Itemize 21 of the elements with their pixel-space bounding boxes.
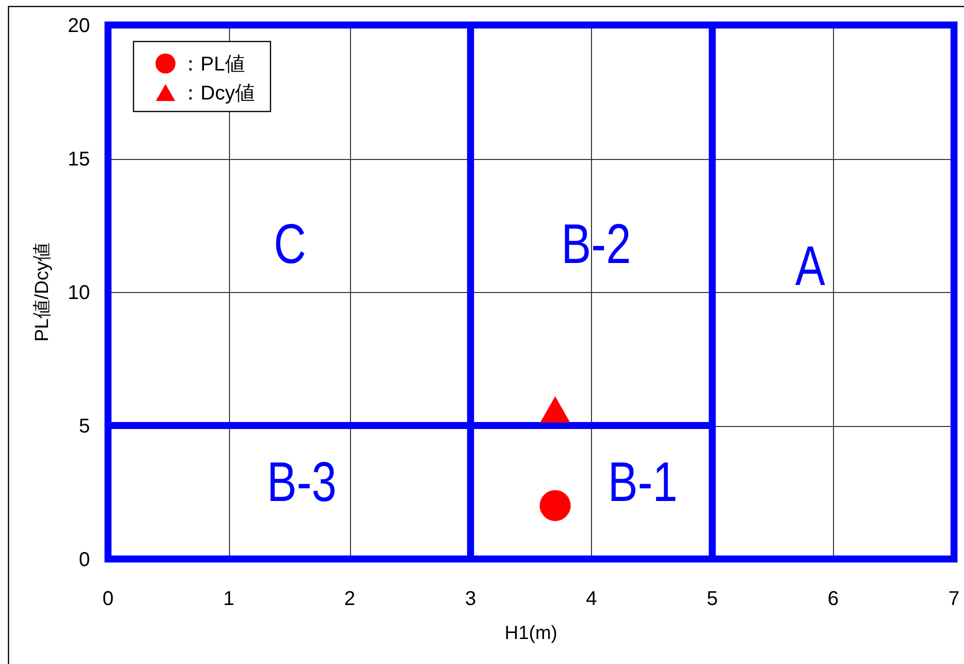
y-tick-label: 5 — [78, 416, 90, 438]
x-axis-title: H1(m) — [504, 623, 558, 644]
y-tick-label: 10 — [68, 282, 90, 304]
annotation: B-1 — [608, 450, 678, 514]
y-tick-label: 20 — [68, 15, 90, 37]
x-tick-label: 5 — [706, 588, 718, 610]
legend-label: ：Dcy値 — [180, 82, 255, 104]
x-tick-label: 7 — [948, 588, 960, 610]
x-tick-label: 2 — [344, 588, 356, 610]
x-tick-label: 4 — [586, 588, 597, 610]
y-tick-label: 0 — [78, 549, 90, 571]
annotation: C — [274, 212, 306, 276]
x-tick-label: 1 — [223, 588, 234, 610]
y-axis-title: PL値/Dcy値 — [32, 242, 53, 342]
y-tick-label: 15 — [68, 148, 90, 170]
annotation: A — [795, 234, 826, 297]
x-tick-label: 3 — [465, 588, 476, 610]
annotation: B-3 — [266, 450, 337, 514]
x-tick-label: 6 — [828, 588, 839, 610]
legend-label: ：PL値 — [180, 54, 245, 76]
x-tick-label: 0 — [102, 588, 114, 610]
